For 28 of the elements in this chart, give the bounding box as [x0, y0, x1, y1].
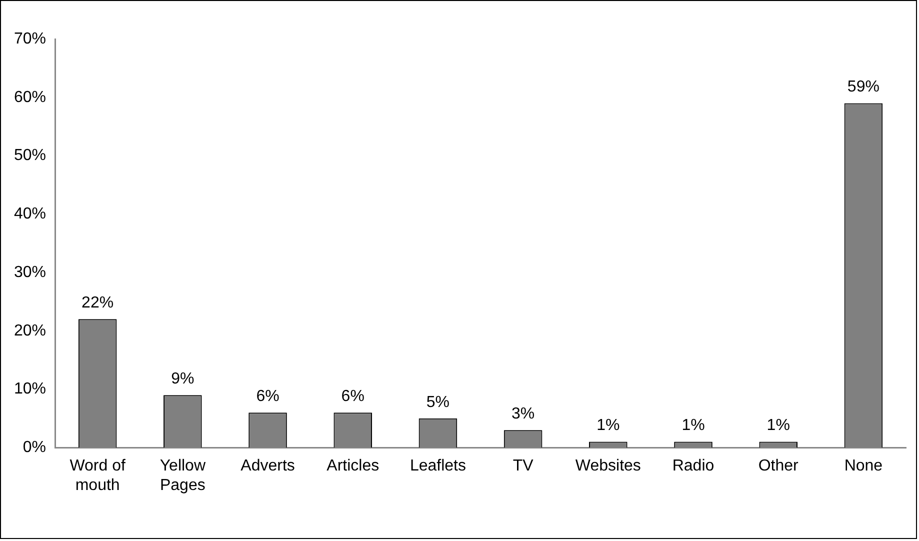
data-label: 3%: [512, 405, 535, 422]
x-tick-label: Other: [758, 458, 800, 475]
x-tick-label: Leaflets: [410, 458, 466, 475]
data-label: 5%: [426, 394, 450, 411]
x-tick-label: Word of mouth: [70, 458, 126, 494]
y-tick-label: 20%: [14, 322, 46, 340]
x-tick-label: Websites: [575, 458, 641, 475]
y-tick-label: 50%: [14, 147, 46, 164]
x-tick-label: Articles: [326, 458, 380, 475]
data-label: 6%: [341, 388, 364, 405]
x-tick-label: None: [844, 458, 883, 475]
y-tick-label: 10%: [14, 380, 46, 398]
y-tick-label: 0%: [22, 439, 46, 456]
y-tick-label: 60%: [14, 88, 46, 106]
x-tick-label: Adverts: [240, 458, 295, 475]
data-label: 59%: [847, 78, 880, 96]
y-tick-label: 40%: [14, 206, 46, 223]
data-label: 6%: [256, 388, 280, 405]
data-label: 1%: [766, 417, 790, 434]
y-tick-label: 30%: [14, 264, 46, 281]
data-label: 1%: [682, 417, 705, 434]
x-tick-label: TV: [512, 458, 534, 475]
data-label: 22%: [82, 294, 114, 312]
data-label: 9%: [171, 370, 194, 388]
data-label: 1%: [596, 417, 620, 434]
x-tick-label: Radio: [672, 458, 714, 475]
x-tick-label: Yellow Pages: [160, 458, 206, 494]
y-tick-label: 70%: [14, 30, 46, 48]
